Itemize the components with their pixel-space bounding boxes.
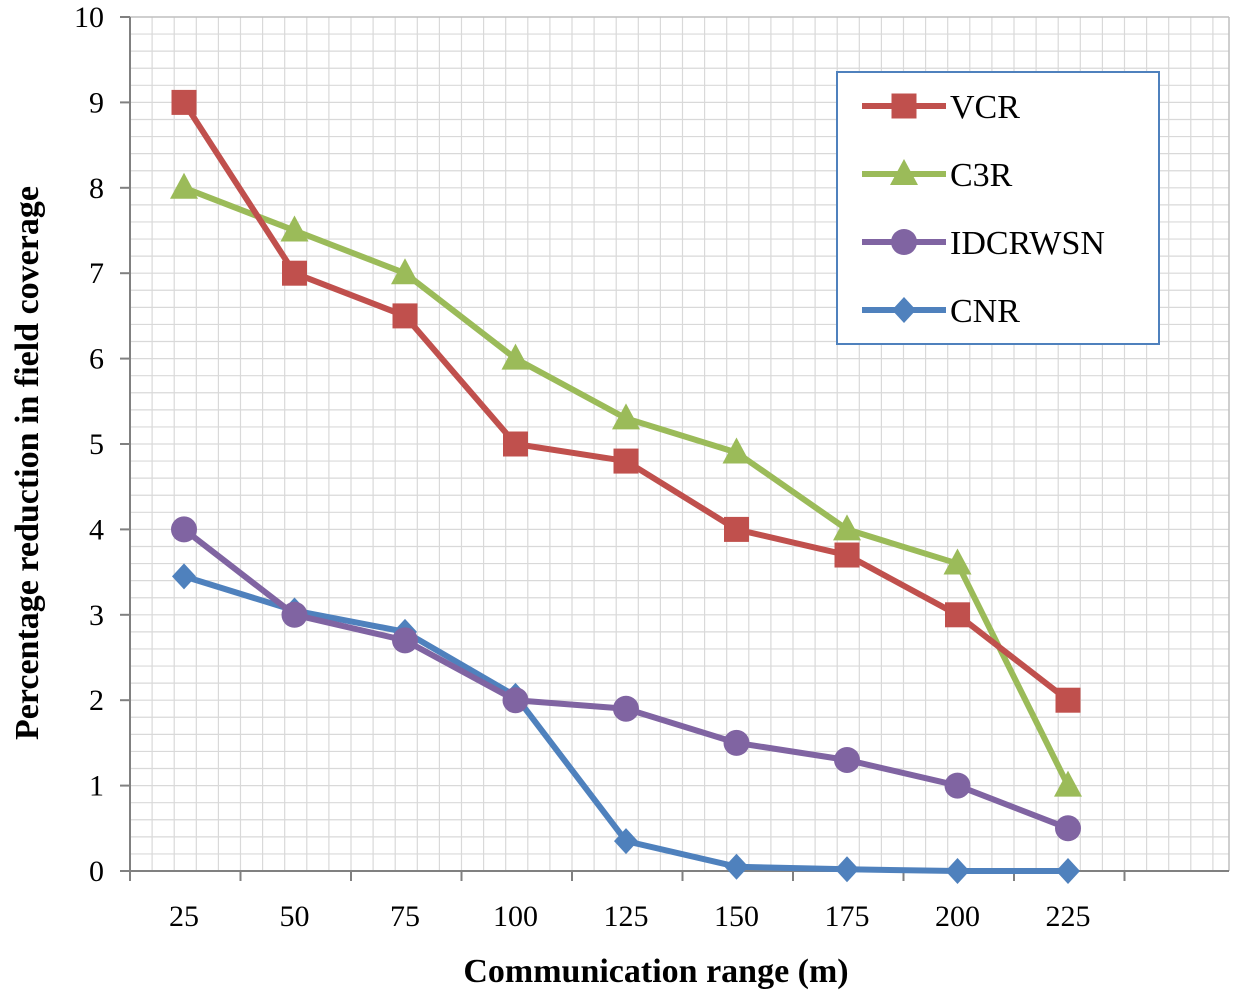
legend-item-c3r: C3R xyxy=(862,157,1013,194)
data-point-cnr xyxy=(724,853,749,880)
data-point-c3r xyxy=(943,548,972,575)
data-point-idcrwsn xyxy=(944,772,971,799)
legend-box xyxy=(836,71,1160,345)
legend-marker-idcrwsn xyxy=(891,229,917,255)
y-tick-label: 5 xyxy=(89,428,104,461)
legend-label-cnr: CNR xyxy=(950,293,1020,330)
legend-marker-vcr xyxy=(891,93,917,119)
legend-item-vcr: VCR xyxy=(862,89,1020,126)
y-tick-label: 0 xyxy=(89,855,104,888)
data-point-cnr xyxy=(1056,858,1080,884)
legend-marker-cnr xyxy=(892,297,916,323)
data-point-c3r xyxy=(501,343,530,370)
data-point-c3r xyxy=(391,258,419,285)
y-tick-label: 8 xyxy=(89,172,104,205)
data-point-c3r xyxy=(170,172,198,199)
y-tick-label: 9 xyxy=(89,86,104,119)
data-point-c3r xyxy=(722,437,751,464)
x-tick-label: 25 xyxy=(169,900,199,933)
y-tick-label: 1 xyxy=(89,770,104,803)
x-tick-labels: 25 50 75 100 125 150 175 200 225 xyxy=(169,900,1091,933)
legend-label-c3r: C3R xyxy=(950,157,1013,194)
data-point-c3r xyxy=(280,215,309,242)
series-lines xyxy=(170,89,1082,884)
x-tick-label: 50 xyxy=(280,900,310,933)
data-point-idcrwsn xyxy=(834,746,860,773)
x-tick-label: 200 xyxy=(935,900,980,933)
y-tick-label: 7 xyxy=(89,257,104,290)
x-tick-label: 75 xyxy=(390,900,420,933)
data-point-c3r xyxy=(1054,770,1082,797)
data-point-vcr xyxy=(171,89,197,115)
legend-marker-c3r xyxy=(890,159,918,185)
data-point-vcr xyxy=(613,448,639,474)
legend-label-idcrwsn: IDCRWSN xyxy=(950,225,1105,262)
series-idcrwsn xyxy=(171,516,1081,842)
y-tick-label: 10 xyxy=(74,1,104,34)
data-point-idcrwsn xyxy=(281,601,308,628)
data-point-c3r xyxy=(833,514,861,541)
data-point-vcr xyxy=(282,260,307,286)
data-point-idcrwsn xyxy=(613,695,639,722)
legend-item-cnr: CNR xyxy=(862,293,1020,330)
y-tick-label: 6 xyxy=(89,343,104,376)
data-point-cnr xyxy=(172,563,196,590)
x-tick-label: 175 xyxy=(825,900,870,933)
y-tick-label: 4 xyxy=(89,513,104,546)
data-point-vcr xyxy=(392,303,418,329)
x-tick-label: 150 xyxy=(714,900,759,933)
data-point-cnr xyxy=(835,856,859,883)
legend-items: VCR C3R IDCRWSN CNR xyxy=(862,89,1105,330)
data-point-idcrwsn xyxy=(171,516,197,543)
data-point-idcrwsn xyxy=(392,627,418,654)
data-point-vcr xyxy=(945,602,970,628)
y-axis-title: Percentage reduction in field coverage xyxy=(9,186,46,740)
x-axis-title: Communication range (m) xyxy=(463,953,848,990)
x-tick-label: 125 xyxy=(604,900,649,933)
legend: VCR C3R IDCRWSN CNR xyxy=(836,71,1160,345)
y-tick-label: 2 xyxy=(89,684,104,717)
series-vcr xyxy=(171,89,1081,713)
legend-item-idcrwsn: IDCRWSN xyxy=(862,225,1105,262)
y-tick-label: 3 xyxy=(89,599,104,632)
legend-label-vcr: VCR xyxy=(950,89,1020,126)
x-tick-label: 225 xyxy=(1046,900,1091,933)
data-point-idcrwsn xyxy=(502,687,529,714)
x-tick-label: 100 xyxy=(493,900,538,933)
data-point-cnr xyxy=(614,828,638,855)
data-point-cnr xyxy=(945,858,970,884)
data-point-vcr xyxy=(1055,687,1081,713)
data-point-vcr xyxy=(724,516,749,542)
y-tick-labels: 0 1 2 3 4 5 6 7 8 9 10 xyxy=(74,1,104,888)
data-point-c3r xyxy=(612,403,640,430)
series-c3r xyxy=(170,172,1082,797)
data-point-idcrwsn xyxy=(723,729,750,756)
data-point-idcrwsn xyxy=(1055,815,1081,842)
data-point-vcr xyxy=(503,431,528,457)
data-point-vcr xyxy=(834,542,860,568)
